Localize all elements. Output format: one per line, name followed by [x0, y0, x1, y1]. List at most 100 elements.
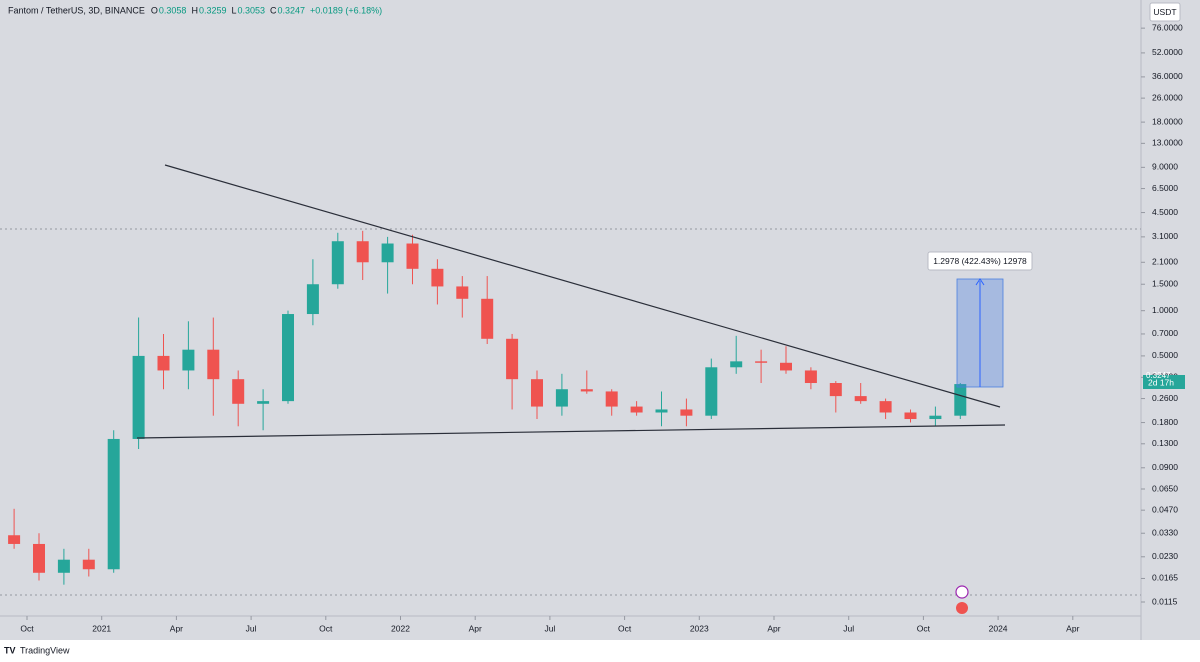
candle-body — [954, 384, 967, 416]
candle-body — [157, 355, 170, 371]
ohlc-legend: Fantom / TetherUS, 3D, BINANCE O 0.3058 H 0.… — [8, 5, 382, 15]
candle-body — [406, 243, 419, 269]
x-tick-label: Apr — [469, 623, 482, 633]
x-tick-label: Apr — [170, 623, 183, 633]
last-price: 0.3247 — [1146, 371, 1171, 380]
price-tag — [1143, 375, 1185, 389]
candle-body — [879, 401, 892, 413]
y-tick-label: 6.5000 — [1152, 183, 1178, 193]
ohlc-value: 0.3053 — [237, 5, 265, 15]
candle-body — [705, 367, 718, 416]
candle-body — [506, 338, 519, 380]
ohlc-key: C — [270, 5, 277, 15]
y-tick-label: 36.0000 — [1152, 71, 1183, 81]
y-tick-label: 13.0000 — [1152, 138, 1183, 148]
currency: USDT — [1153, 7, 1176, 17]
candle-body — [107, 438, 120, 570]
candle-body — [555, 389, 568, 407]
y-tick-label: 9.0000 — [1152, 162, 1178, 172]
ohlc-value: 0.3247 — [278, 5, 306, 15]
countdown: 2d 17h — [1148, 377, 1174, 387]
candle-body — [780, 362, 792, 371]
x-tick-label: 2023 — [690, 623, 709, 633]
candle-body — [680, 409, 693, 416]
event-icon[interactable] — [955, 585, 969, 599]
candle-body — [132, 355, 145, 439]
footer-bar — [0, 640, 1200, 662]
branding: TradingView — [20, 645, 70, 655]
candle-body — [605, 391, 618, 407]
currency-box[interactable] — [1149, 2, 1181, 22]
candle-body — [8, 535, 21, 544]
x-tick-label: Jul — [544, 623, 555, 633]
candle-body — [580, 389, 593, 392]
candle-body — [481, 298, 494, 339]
y-tick-label: 18.0000 — [1152, 116, 1183, 126]
candle-body — [755, 361, 768, 363]
candle-body — [456, 286, 469, 299]
y-tick-label: 0.0115 — [1152, 596, 1178, 606]
ohlc-value: 0.3058 — [159, 5, 187, 15]
x-tick-label: 2021 — [92, 623, 111, 633]
measure-label: 1.2978 (422.43%) 12978 — [933, 256, 1027, 266]
y-tick-label: 0.1300 — [1152, 438, 1178, 448]
x-tick-label: Jul — [843, 623, 854, 633]
upper-trendline — [164, 164, 1001, 408]
candle-body — [33, 543, 45, 573]
y-tick-label: 52.0000 — [1152, 47, 1183, 57]
y-tick-label: 1.0000 — [1152, 305, 1178, 315]
candles — [8, 230, 967, 585]
y-tick-label: 0.0650 — [1152, 483, 1178, 493]
y-tick-label: 1.5000 — [1152, 278, 1178, 288]
x-tick-label: Oct — [917, 623, 931, 633]
x-tick-label: Apr — [767, 623, 780, 633]
ohlc-value: 0.3259 — [199, 5, 227, 15]
candle-body — [232, 379, 245, 404]
x-tick-label: 2022 — [391, 623, 410, 633]
event-icon[interactable] — [956, 602, 968, 614]
candle-body — [381, 243, 394, 263]
x-tick-label: Oct — [20, 623, 34, 633]
y-tick-label: 0.0330 — [1152, 527, 1178, 537]
candle-body — [829, 383, 842, 397]
candle-body — [57, 559, 70, 573]
y-tick-label: 0.0470 — [1152, 504, 1178, 514]
y-tick-label: 0.2600 — [1152, 393, 1178, 403]
y-tick-label: 2.1000 — [1152, 257, 1178, 267]
x-tick-label: Apr — [1066, 623, 1079, 633]
y-tick-label: 3.1000 — [1152, 231, 1178, 241]
y-tick-label: 0.5000 — [1152, 350, 1178, 360]
x-tick-label: Oct — [618, 623, 632, 633]
candle-body — [630, 406, 643, 413]
candle-body — [431, 268, 444, 287]
lower-trendline — [136, 424, 1006, 439]
candle-body — [207, 349, 220, 380]
candle-body — [257, 401, 270, 404]
candle-body — [282, 314, 294, 402]
ohlc-change: +0.0189 (+6.18%) — [310, 5, 382, 15]
candle-body — [331, 241, 344, 285]
ohlc-key: O — [151, 5, 158, 15]
y-tick-label: 0.0900 — [1152, 462, 1178, 472]
candle-body — [531, 379, 543, 407]
candle-body — [904, 412, 917, 420]
candle-body — [655, 409, 668, 413]
title: Fantom / TetherUS, 3D, BINANCE — [8, 5, 145, 15]
ohlc-key: L — [231, 5, 236, 15]
y-tick-label: 76.0000 — [1152, 22, 1183, 32]
candle-body — [730, 361, 743, 368]
logo: TV — [4, 645, 16, 655]
ohlc-key: H — [191, 5, 198, 15]
candle-body — [929, 415, 942, 420]
axes: 76.0000 52.0000 36.0000 26.0000 18.0000 13.00… — [20, 22, 1183, 633]
candle-body — [804, 370, 817, 384]
measure-label-box — [927, 251, 1033, 271]
y-tick-label: 26.0000 — [1152, 92, 1183, 102]
candle-body — [854, 396, 867, 402]
x-tick-label: Oct — [319, 623, 333, 633]
candle-body — [356, 241, 369, 263]
measure-arrowhead — [975, 278, 985, 286]
